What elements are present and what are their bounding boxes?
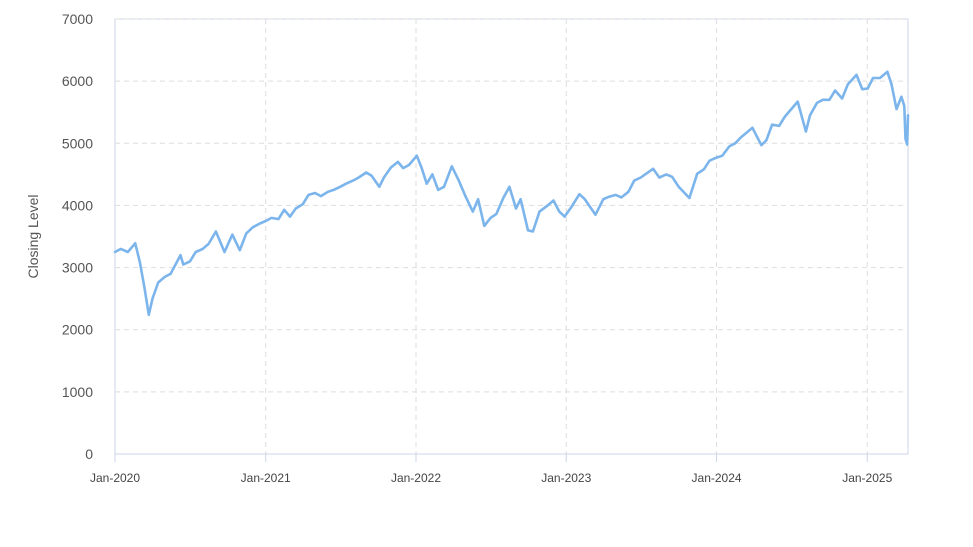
y-tick-label: 1000 <box>62 384 93 400</box>
y-tick-label: 4000 <box>62 197 93 213</box>
x-tick-label: Jan-2023 <box>541 471 591 485</box>
x-axis-ticks: Jan-2020 Jan-2021 Jan-2022 Jan-2023 Jan-2024… <box>90 454 893 485</box>
y-tick-label: 6000 <box>62 73 93 89</box>
x-tick-label: Jan-2025 <box>842 471 892 485</box>
series-line-closing-level <box>113 70 910 317</box>
y-tick-label: 5000 <box>62 135 93 151</box>
x-tick-label: Jan-2024 <box>692 471 742 485</box>
x-tick-label: Jan-2021 <box>241 471 291 485</box>
y-axis-ticks: 0 1000 2000 3000 4000 5000 6000 7000 <box>62 11 93 462</box>
x-tick-label: Jan-2020 <box>90 471 140 485</box>
y-grid <box>115 18 908 393</box>
x-grid <box>265 19 868 454</box>
x-tick-label: Jan-2022 <box>391 471 441 485</box>
y-tick-label: 3000 <box>62 260 93 276</box>
y-tick-label: 0 <box>85 446 93 462</box>
y-tick-label: 2000 <box>62 322 93 338</box>
y-axis-label: Closing Level <box>25 194 41 278</box>
y-tick-label: 7000 <box>62 11 93 27</box>
